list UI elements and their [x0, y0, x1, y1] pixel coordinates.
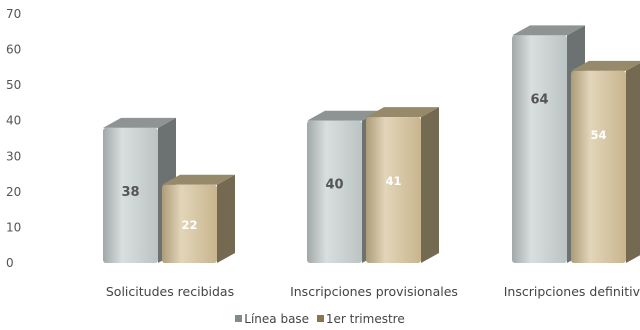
data-label: 22 [181, 218, 197, 232]
bar-1er-trimestre-inscripciones-definitivas: 54 [571, 60, 640, 264]
data-label: 54 [590, 128, 606, 142]
y-tick-label: 0 [6, 256, 14, 270]
bar-front [307, 120, 362, 263]
y-tick-label: 30 [6, 149, 21, 163]
bar-top [103, 117, 176, 128]
bar-chart: 0 10 20 30 40 50 60 70 38 22 40 41 64 54 Solicitudes… [6, 7, 640, 299]
legend-label-linea-base: Línea base [244, 312, 310, 326]
bars-group: 38 22 40 41 64 54 [103, 25, 640, 264]
x-category-label: Inscripciones definitivas [504, 284, 640, 299]
bar-side [626, 63, 640, 263]
bar-front [103, 127, 158, 263]
bar-front [512, 35, 567, 263]
bar-1er-trimestre-inscripciones-provisionales: 41 [366, 107, 439, 264]
data-label: 38 [121, 185, 139, 200]
legend-label-1er-trimestre: 1er trimestre [325, 312, 405, 326]
y-tick-label: 10 [6, 220, 21, 234]
legend: Línea base 1er trimestre [0, 312, 640, 326]
legend-item-1er-trimestre: 1er trimestre [316, 312, 405, 326]
x-axis-labels: Solicitudes recibidas Inscripciones provi… [106, 284, 640, 299]
bar-front [366, 117, 421, 264]
legend-swatch-linea-base [235, 315, 243, 322]
x-category-label: Inscripciones provisionales [290, 284, 458, 299]
bar-top [307, 110, 380, 121]
bar-top [162, 174, 235, 185]
legend-item-linea-base: Línea base [235, 312, 309, 326]
bar-side [421, 107, 439, 264]
y-axis-ticks: 0 10 20 30 40 50 60 70 [6, 7, 21, 270]
bar-front [162, 184, 217, 263]
bar-top [366, 107, 439, 118]
x-category-label: Solicitudes recibidas [106, 284, 234, 299]
bar-1er-trimestre-solicitudes-recibidas: 22 [162, 174, 235, 263]
y-tick-label: 60 [6, 43, 21, 57]
bar-side [217, 174, 235, 263]
data-label: 40 [325, 178, 343, 193]
data-label: 64 [530, 92, 548, 107]
bar-top [571, 60, 640, 71]
y-tick-label: 20 [6, 185, 21, 199]
data-label: 41 [385, 174, 401, 188]
y-tick-label: 50 [6, 78, 21, 92]
y-tick-label: 40 [6, 114, 21, 128]
bar-top [512, 25, 585, 36]
legend-swatch-1er-trimestre [316, 315, 324, 322]
y-tick-label: 70 [6, 7, 21, 21]
bar-front [571, 70, 626, 264]
